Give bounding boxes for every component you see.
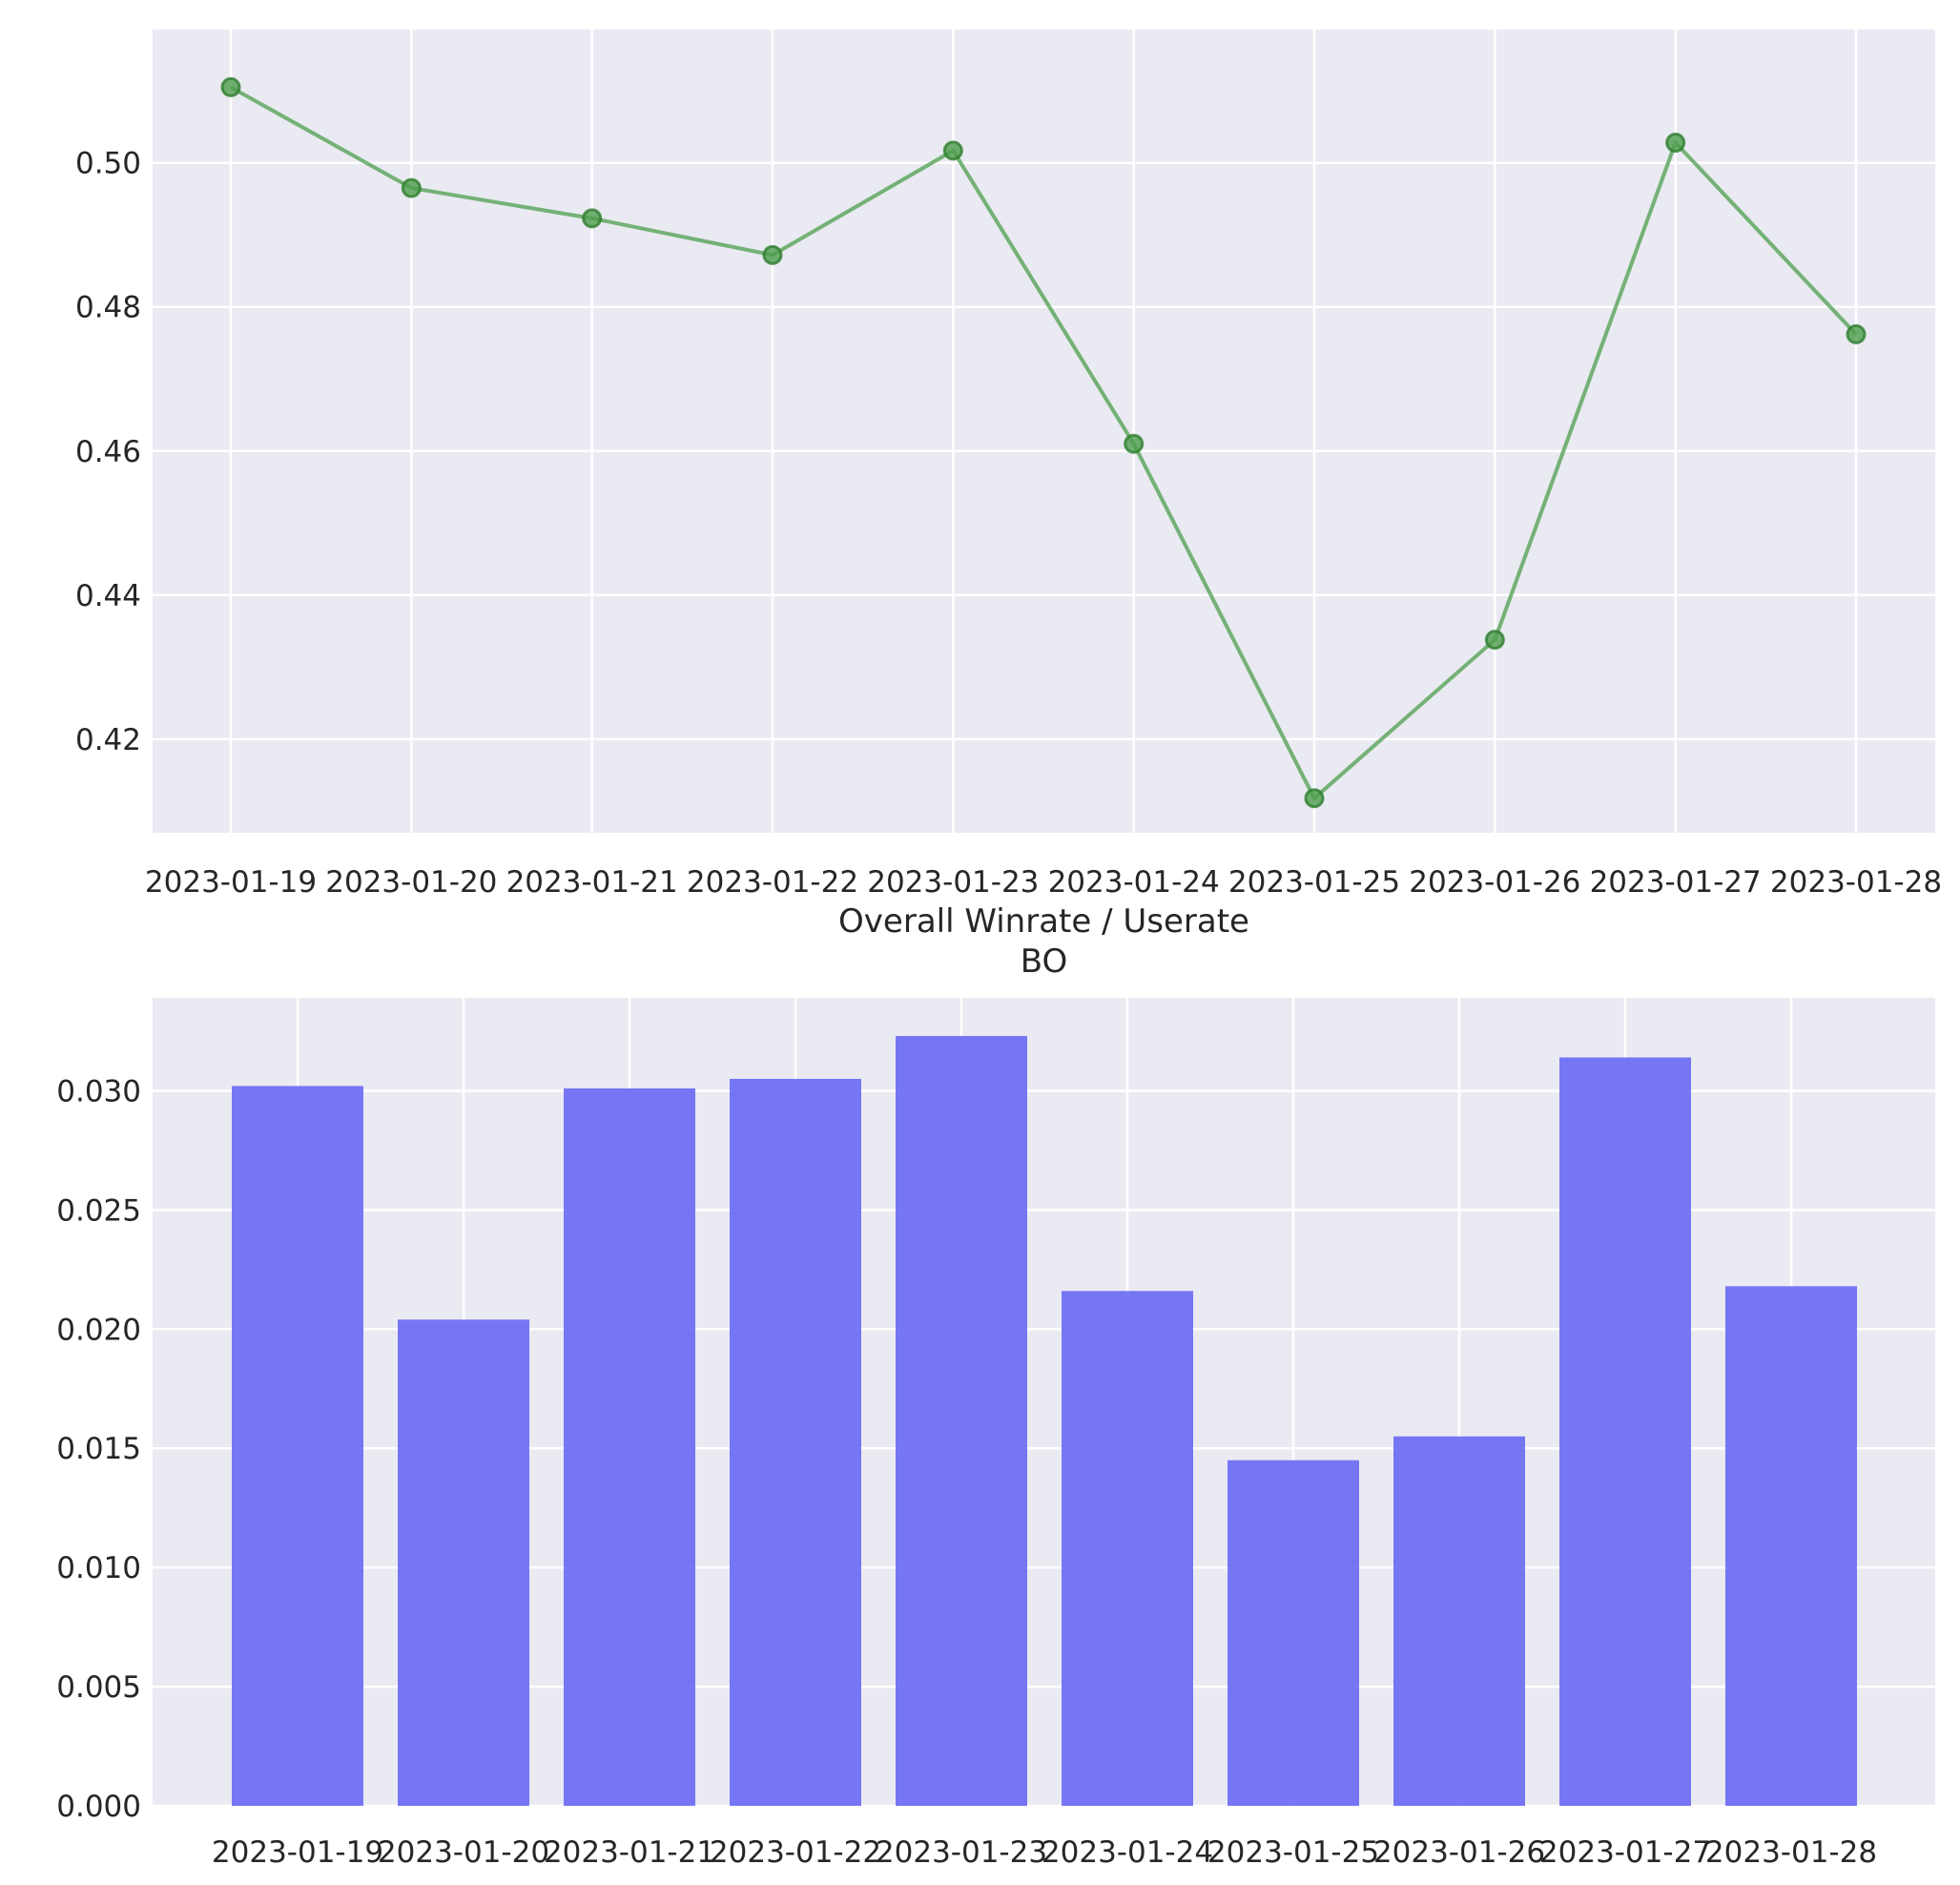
bar	[1559, 1057, 1691, 1806]
bar-chart-title: Overall Winrate / Userate BO	[838, 902, 1249, 981]
line-x-tick-label: 2023-01-22	[687, 865, 858, 900]
line-point	[1304, 788, 1325, 809]
line-point	[1124, 433, 1145, 454]
line-x-tick-label: 2023-01-27	[1590, 865, 1762, 900]
bar-x-tick-label: 2023-01-25	[1207, 1835, 1379, 1870]
bar-y-tick-label: 0.015	[56, 1432, 141, 1466]
bar-chart-x-ticks: 2023-01-192023-01-202023-01-212023-01-22…	[212, 1835, 1877, 1870]
bar	[1393, 1436, 1525, 1806]
bar-title-line: BO	[1021, 942, 1068, 981]
bar	[564, 1088, 695, 1806]
bar-y-tick-label: 0.000	[56, 1790, 141, 1824]
bar-chart-y-ticks: 0.000 0.005 0.010 0.015 0.020 0.025 0.030	[56, 1074, 141, 1824]
line-chart-plot-area	[153, 30, 1935, 833]
line-series-path	[230, 85, 1858, 801]
bar	[1062, 1291, 1193, 1806]
line-y-tick-label: 0.48	[75, 291, 141, 325]
line-y-tick-label: 0.50	[75, 147, 141, 181]
bar-y-tick-label: 0.005	[56, 1670, 141, 1705]
line-point	[220, 76, 241, 97]
bar-x-tick-label: 2023-01-22	[710, 1835, 881, 1870]
bar-chart-bars	[232, 1035, 1857, 1806]
bar-y-tick-label: 0.020	[56, 1313, 141, 1347]
bar-y-tick-label: 0.010	[56, 1551, 141, 1585]
line-x-tick-label: 2023-01-21	[506, 865, 678, 900]
bar	[896, 1035, 1027, 1806]
line-point	[1846, 323, 1867, 344]
line-y-tick-label: 0.42	[75, 723, 141, 757]
bar-x-tick-label: 2023-01-24	[1042, 1835, 1213, 1870]
bar-x-tick-label: 2023-01-28	[1705, 1835, 1877, 1870]
bar	[398, 1319, 529, 1806]
line-point	[762, 244, 783, 265]
line-x-tick-label: 2023-01-20	[325, 865, 497, 900]
line-chart-x-ticks: 2023-01-19 2023-01-20 2023-01-21 2023-01-22…	[145, 865, 1942, 900]
bar-chart: Overall Winrate / Userate BO 0.0000.0050.…	[56, 902, 1935, 1870]
line-x-tick-label: 2023-01-26	[1409, 865, 1580, 900]
line-x-tick-label: 2023-01-28	[1770, 865, 1942, 900]
bar-title-line: Overall Winrate / Userate	[838, 902, 1249, 941]
line-point	[1665, 133, 1686, 154]
line-point	[401, 177, 422, 198]
bar	[730, 1078, 861, 1806]
bar-x-tick-label: 2023-01-23	[876, 1835, 1047, 1870]
line-chart-grid	[153, 30, 1935, 833]
bar-x-tick-label: 2023-01-19	[212, 1835, 383, 1870]
line-x-tick-label: 2023-01-19	[145, 865, 317, 900]
bar-y-tick-label: 0.025	[56, 1193, 141, 1228]
line-point	[582, 208, 603, 229]
line-point	[1484, 630, 1505, 651]
line-x-tick-label: 2023-01-23	[867, 865, 1039, 900]
line-x-tick-label: 2023-01-24	[1048, 865, 1220, 900]
bar-x-tick-label: 2023-01-20	[378, 1835, 549, 1870]
bar	[232, 1086, 363, 1806]
bar-x-tick-label: 2023-01-21	[544, 1835, 715, 1870]
line-chart-series	[220, 76, 1867, 809]
line-point	[942, 140, 963, 161]
bar-y-tick-label: 0.030	[56, 1074, 141, 1108]
line-y-tick-label: 0.46	[75, 435, 141, 469]
line-chart: 0.420.440.460.480.50 2023-01-19 2023-01-2…	[75, 30, 1942, 900]
bar	[1228, 1460, 1359, 1806]
line-chart-y-ticks: 0.42 0.44 0.46 0.48 0.50	[75, 147, 141, 757]
bar-x-tick-label: 2023-01-27	[1539, 1835, 1711, 1870]
bar	[1725, 1286, 1857, 1806]
line-y-tick-label: 0.44	[75, 579, 141, 613]
line-x-tick-label: 2023-01-25	[1228, 865, 1400, 900]
bar-x-tick-label: 2023-01-26	[1373, 1835, 1545, 1870]
